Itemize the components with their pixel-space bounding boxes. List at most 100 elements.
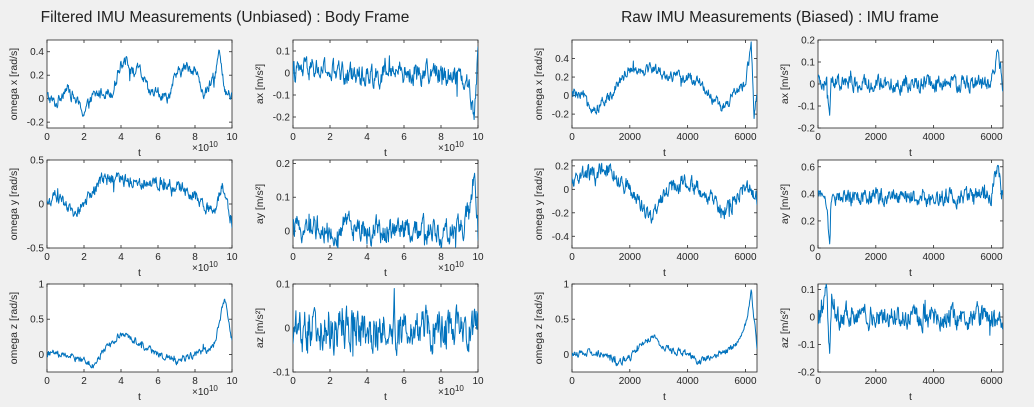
- x-tick-label: 2: [81, 132, 87, 143]
- y-tick-label: 0: [563, 185, 569, 196]
- x-tick-label: 2: [81, 252, 87, 263]
- y-tick-label: -0.2: [798, 368, 816, 379]
- x-tick-label: 0: [290, 132, 296, 143]
- y-tick-label: -0.2: [273, 113, 291, 124]
- x-tick-label: 4: [364, 252, 370, 263]
- x-tick-label: 10: [226, 376, 238, 387]
- series-line: [818, 164, 1003, 245]
- x-tick-label: 0: [44, 132, 50, 143]
- y-tick-label: 0: [284, 227, 290, 238]
- x-tick-label: 0: [815, 132, 821, 143]
- x-exponent-label: ×1010: [438, 384, 464, 398]
- subplot-8: 0 2000 4000 6000 0 0.2 0.4 0.6 t ay [m/s²]: [779, 159, 1004, 279]
- plot-area: [292, 39, 479, 129]
- x-tick-label: 0: [569, 252, 575, 263]
- x-tick-label: 10: [226, 132, 238, 143]
- x-tick-label: 6: [155, 132, 161, 143]
- x-tick-label: 2: [81, 376, 87, 387]
- series-line: [47, 298, 232, 369]
- series-line: [818, 49, 1003, 116]
- series-line: [572, 41, 757, 120]
- y-axis-label: ay [m/s²]: [254, 184, 266, 224]
- x-tick-label: 8: [438, 132, 444, 143]
- subplot-6: 0 2 4 6 8 10 0 0.1 0.2 t ay [m/s²] ×1010: [254, 159, 484, 279]
- series-line: [572, 162, 757, 224]
- x-exponent-label: ×1010: [438, 260, 464, 274]
- x-tick-label: 4: [364, 132, 370, 143]
- subplot-1: 0 2 4 6 8 10 -0.2 0 0.2 0.4 t omega x [rad/s] ×1010: [8, 39, 238, 159]
- x-tick-label: 6000: [980, 252, 1003, 263]
- x-tick-label: 8: [438, 252, 444, 263]
- x-axis-label: t: [384, 147, 387, 159]
- plot-area: [571, 283, 758, 373]
- x-tick-label: 0: [290, 376, 296, 387]
- x-tick-label: 4: [118, 252, 124, 263]
- y-tick-label: 0.1: [276, 280, 290, 291]
- y-tick-label: 0.2: [801, 216, 815, 227]
- y-tick-label: 0.4: [30, 47, 44, 58]
- plot-area: [46, 159, 233, 249]
- y-tick-label: 1: [38, 280, 44, 291]
- y-tick-label: 0: [563, 91, 569, 102]
- y-tick-label: 0.2: [276, 159, 290, 170]
- x-axis-label: t: [138, 267, 141, 279]
- y-tick-label: 0.1: [276, 193, 290, 204]
- x-tick-label: 2: [327, 376, 333, 387]
- x-tick-label: 8: [192, 132, 198, 143]
- series-line: [47, 172, 232, 229]
- x-tick-label: 6000: [980, 376, 1003, 387]
- x-tick-label: 6000: [734, 376, 757, 387]
- x-tick-label: 4000: [923, 252, 946, 263]
- x-exponent-label: ×1010: [192, 260, 218, 274]
- x-tick-label: 2000: [619, 132, 642, 143]
- x-tick-label: 0: [815, 376, 821, 387]
- x-axis-label: t: [909, 267, 912, 279]
- x-tick-label: 2: [327, 252, 333, 263]
- x-tick-label: 6: [401, 252, 407, 263]
- y-axis-label: az [m/s²]: [254, 308, 266, 348]
- x-tick-label: 4000: [923, 376, 946, 387]
- x-tick-label: 8: [192, 376, 198, 387]
- y-tick-label: 0.5: [30, 315, 44, 326]
- x-tick-label: 6: [401, 376, 407, 387]
- y-axis-label: omega y [rad/s]: [8, 168, 20, 240]
- y-tick-label: 0.5: [555, 315, 569, 326]
- x-axis-label: t: [909, 391, 912, 403]
- y-tick-label: 0: [284, 324, 290, 335]
- y-tick-label: -0.2: [552, 208, 570, 219]
- x-exponent-label: ×1010: [438, 140, 464, 154]
- series-line: [818, 284, 1003, 354]
- plot-area: [817, 283, 1004, 373]
- x-tick-label: 10: [226, 252, 238, 263]
- x-tick-label: 0: [44, 252, 50, 263]
- subplot-7: 0 2000 4000 6000 -0.4 -0.2 0 0.2 t omega y [rad/s…: [533, 159, 758, 279]
- x-exponent-label: ×1010: [192, 140, 218, 154]
- plot-area: [46, 39, 233, 129]
- x-tick-label: 2000: [865, 132, 888, 143]
- y-axis-label: ax [m/s²]: [254, 64, 266, 104]
- subplot-3: 0 2000 4000 6000 -0.2 0 0.2 0.4 t omega x [rad/s]: [533, 39, 758, 159]
- y-tick-label: 0.1: [801, 285, 815, 296]
- x-tick-label: 10: [472, 252, 484, 263]
- y-tick-label: 0: [809, 80, 815, 91]
- x-tick-label: 4000: [677, 252, 700, 263]
- x-axis-label: t: [384, 267, 387, 279]
- y-tick-label: -0.2: [27, 118, 45, 129]
- x-tick-label: 2000: [865, 252, 888, 263]
- right-figure-title: Raw IMU Measurements (Biased) : IMU fram…: [621, 9, 939, 26]
- x-tick-label: 10: [472, 376, 484, 387]
- x-tick-label: 2000: [619, 252, 642, 263]
- x-tick-label: 10: [472, 132, 484, 143]
- left-figure-title: Filtered IMU Measurements (Unbiased) : B…: [41, 9, 410, 26]
- plot-area: [571, 159, 758, 249]
- y-tick-label: 0.2: [30, 71, 44, 82]
- y-axis-label: omega z [rad/s]: [8, 292, 20, 364]
- subplot-2: 0 2 4 6 8 10 -0.2 -0.1 0 0.1 t ax [m/s²] ×1010: [254, 39, 484, 159]
- x-exponent-label: ×1010: [192, 384, 218, 398]
- y-tick-label: 0.6: [801, 162, 815, 173]
- x-tick-label: 8: [438, 376, 444, 387]
- x-tick-label: 0: [290, 252, 296, 263]
